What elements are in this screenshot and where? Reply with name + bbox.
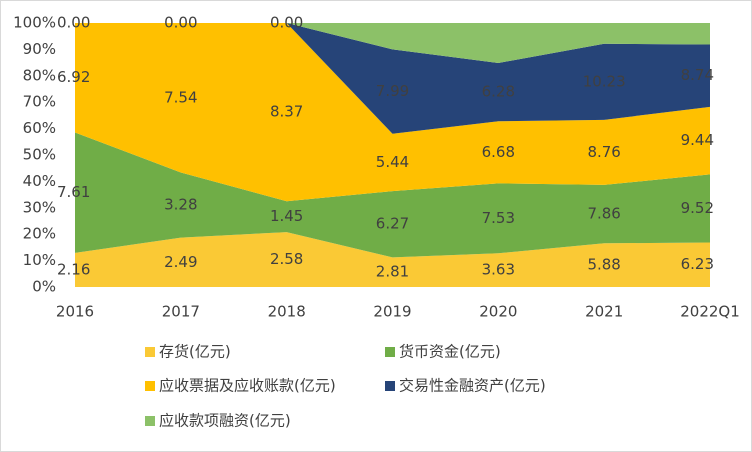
y-tick-label: 100% (13, 14, 56, 32)
data-label: 1.45 (270, 207, 303, 225)
legend-label: 货币资金(亿元) (399, 343, 501, 361)
data-label: 8.37 (270, 103, 303, 121)
y-tick-label: 10% (23, 251, 56, 269)
legend-label: 存货(亿元) (159, 343, 231, 361)
data-label: 5.88 (587, 256, 620, 274)
data-label: 6.92 (57, 68, 90, 86)
y-tick-label: 80% (23, 66, 56, 84)
data-label: 0.00 (270, 14, 303, 32)
y-tick-label: 50% (23, 146, 56, 164)
data-label: 6.28 (482, 83, 515, 101)
x-tick-label: 2020 (479, 303, 517, 321)
y-tick-label: 20% (23, 225, 56, 243)
data-label: 9.44 (681, 131, 714, 149)
data-label: 2.49 (164, 253, 197, 271)
data-label: 6.27 (376, 215, 409, 233)
data-label: 7.53 (482, 209, 515, 227)
area (75, 232, 710, 287)
legend-label: 交易性金融资产(亿元) (399, 377, 546, 395)
x-tick-label: 2017 (162, 303, 200, 321)
legend-swatch (385, 381, 395, 391)
data-label: 10.23 (583, 72, 626, 90)
data-label: 7.86 (587, 205, 620, 223)
x-tick-label: 2021 (585, 303, 623, 321)
data-label: 7.99 (376, 82, 409, 100)
x-tick-label: 2022Q1 (680, 303, 740, 321)
legend-swatch (145, 347, 155, 357)
x-tick-label: 2018 (268, 303, 306, 321)
y-tick-label: 70% (23, 93, 56, 111)
area (75, 23, 710, 134)
data-label: 6.23 (681, 255, 714, 273)
data-label: 0.00 (57, 14, 90, 32)
data-label: 8.76 (587, 143, 620, 161)
data-label: 3.63 (482, 261, 515, 279)
data-label: 3.28 (164, 196, 197, 214)
area (75, 23, 710, 202)
data-label: 8.74 (681, 66, 714, 84)
data-label: 9.52 (681, 199, 714, 217)
data-label: 2.81 (376, 263, 409, 281)
area (75, 132, 710, 258)
y-tick-label: 40% (23, 172, 56, 190)
x-tick-label: 2016 (56, 303, 94, 321)
legend-swatch (145, 416, 155, 426)
legend-swatch (145, 381, 155, 391)
y-tick-label: 30% (23, 198, 56, 216)
legend-swatch (385, 347, 395, 357)
x-tick-label: 2019 (373, 303, 411, 321)
legend-label: 应收票据及应收账款(亿元) (159, 377, 336, 395)
y-tick-label: 0% (32, 278, 56, 296)
data-label: 2.58 (270, 250, 303, 268)
legend-label: 应收款项融资(亿元) (159, 412, 291, 430)
y-tick-label: 60% (23, 119, 56, 137)
area (75, 23, 710, 63)
y-tick-label: 90% (23, 40, 56, 58)
data-label: 7.54 (164, 88, 197, 106)
data-label: 6.68 (482, 143, 515, 161)
data-label: 0.00 (164, 14, 197, 32)
data-label: 5.44 (376, 153, 409, 171)
data-label: 7.61 (57, 183, 90, 201)
data-label: 2.16 (57, 260, 90, 278)
